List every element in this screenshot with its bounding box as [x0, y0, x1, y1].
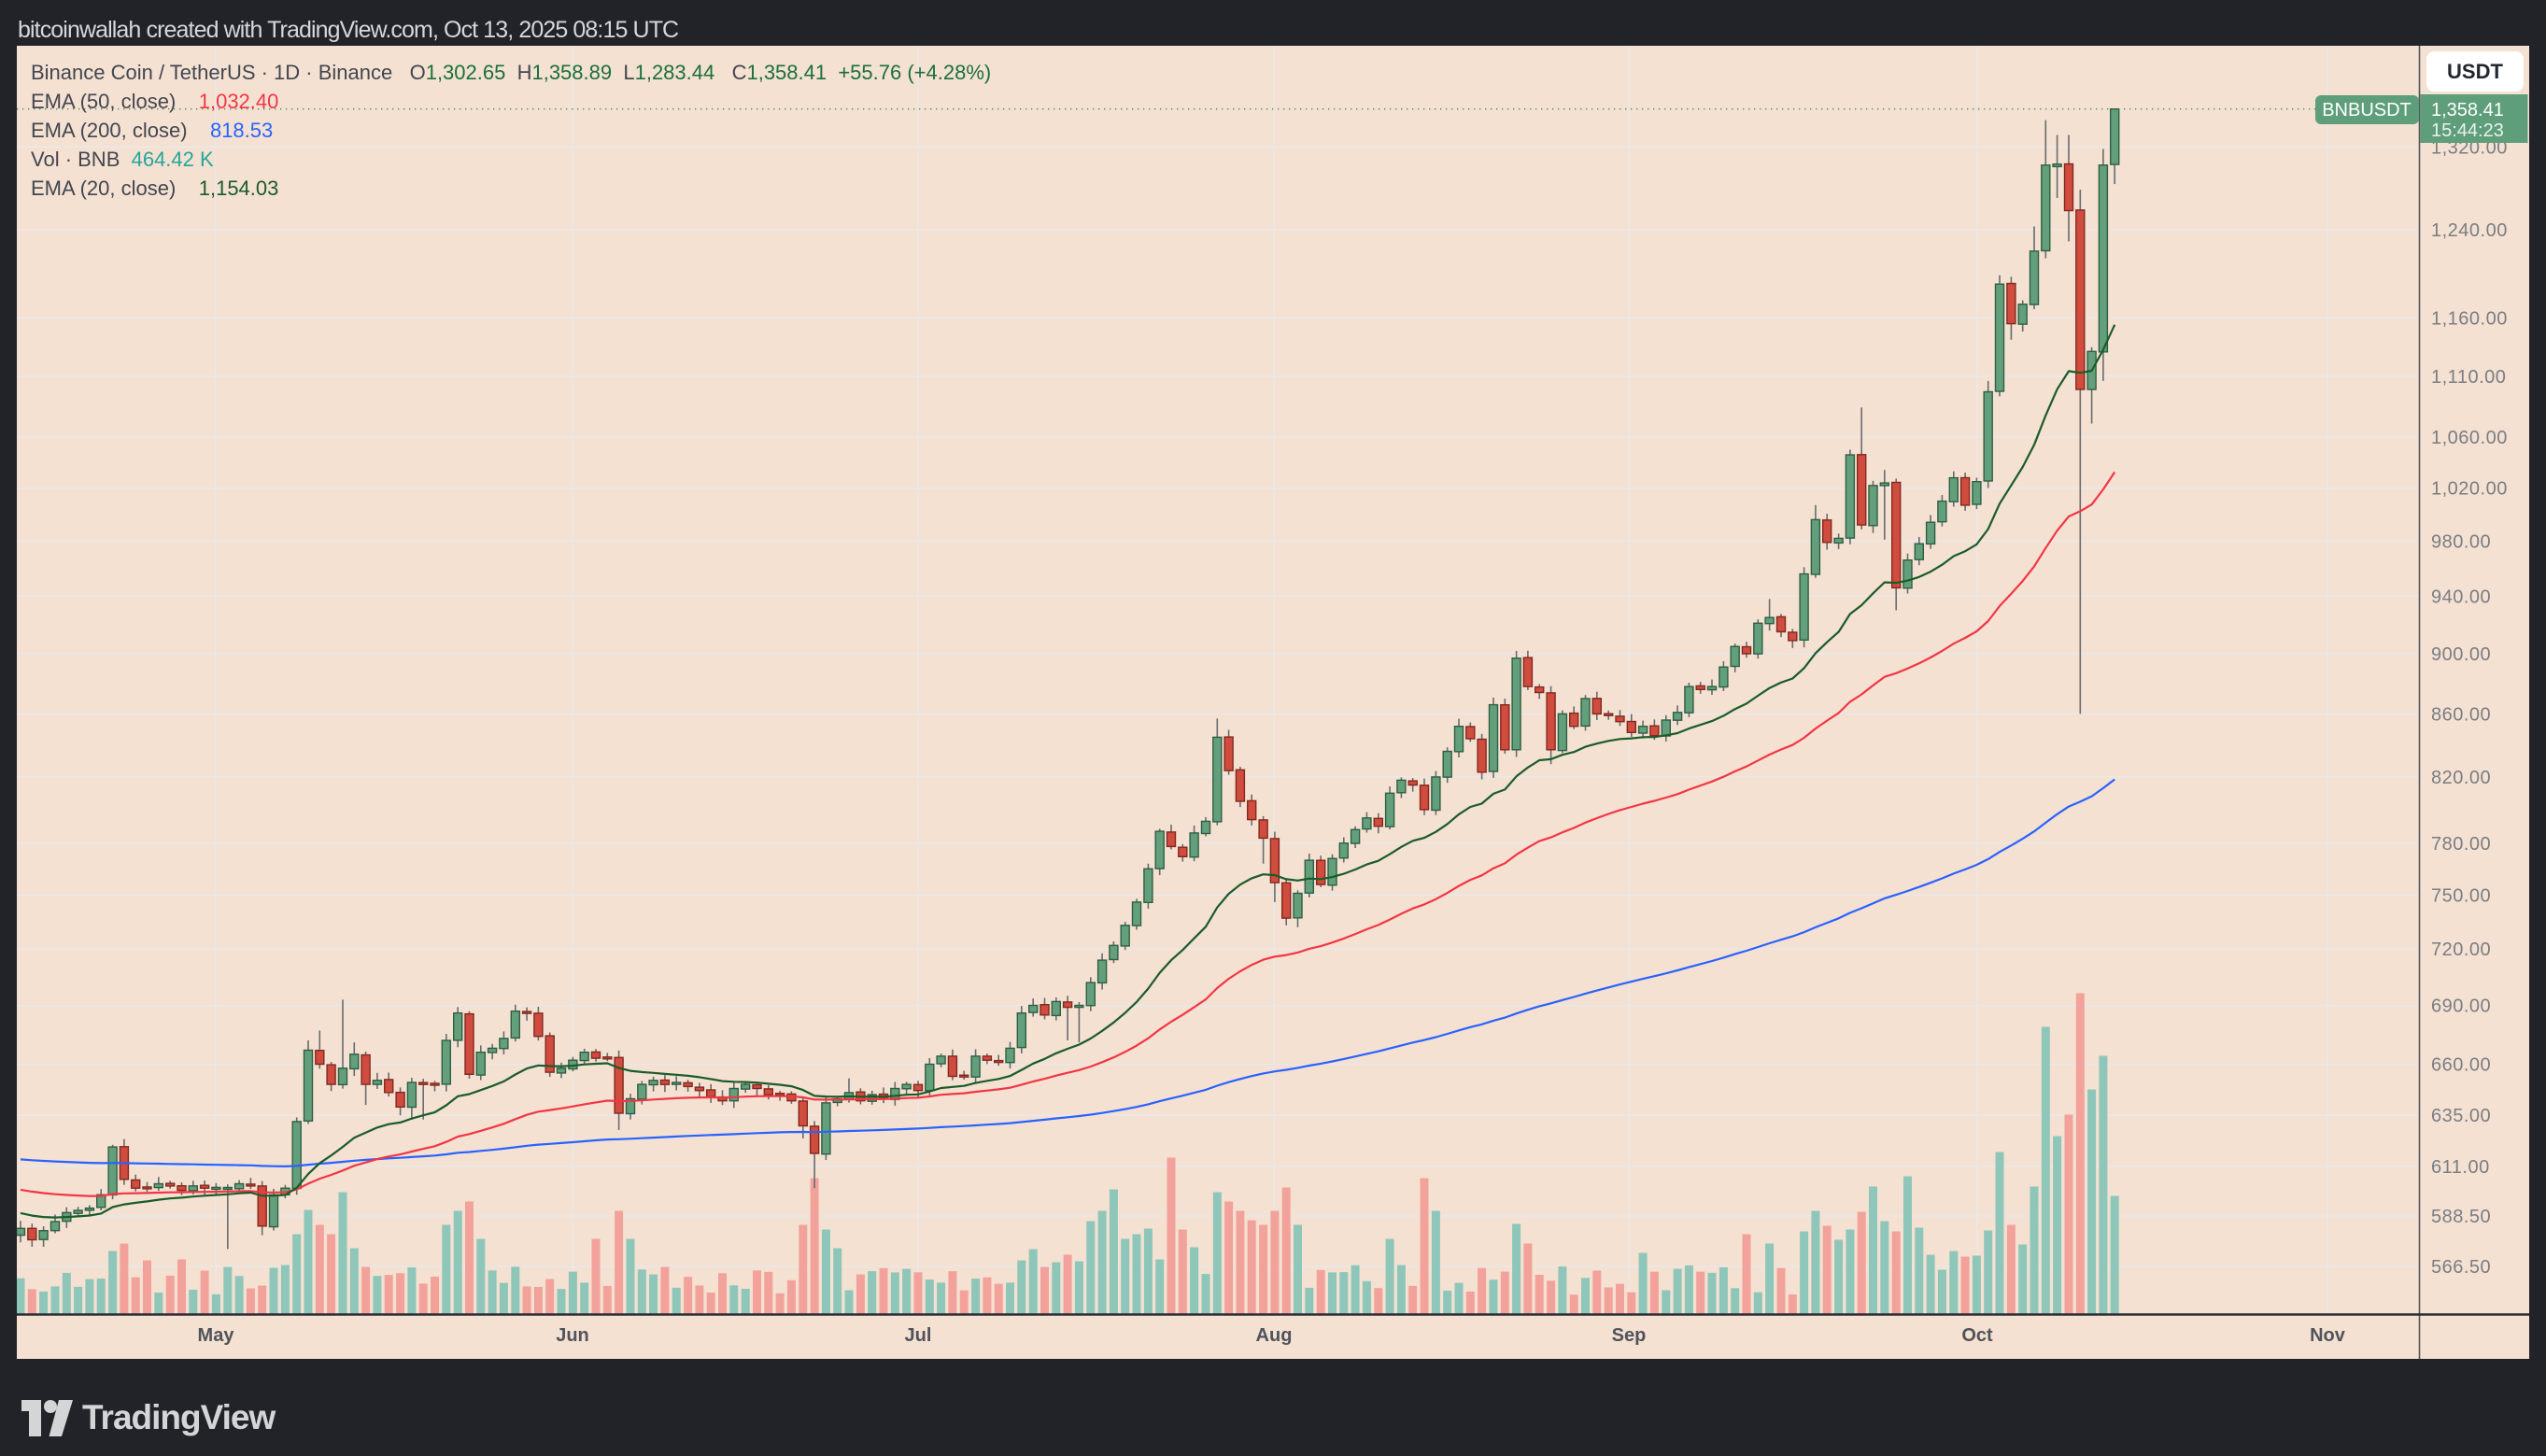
svg-text:635.00: 635.00	[2431, 1106, 2491, 1126]
svg-text:Jun: Jun	[556, 1325, 589, 1346]
svg-text:15:44:23: 15:44:23	[2431, 120, 2504, 141]
svg-text:BNBUSDT: BNBUSDT	[2322, 100, 2412, 120]
svg-text:720.00: 720.00	[2431, 940, 2491, 960]
svg-text:566.50: 566.50	[2431, 1257, 2491, 1278]
svg-text:Oct: Oct	[1961, 1325, 1993, 1346]
svg-text:611.00: 611.00	[2431, 1157, 2490, 1178]
svg-text:900.00: 900.00	[2431, 644, 2491, 665]
svg-text:660.00: 660.00	[2431, 1055, 2491, 1076]
svg-text:780.00: 780.00	[2431, 834, 2491, 855]
svg-text:820.00: 820.00	[2431, 768, 2491, 788]
svg-text:USDT: USDT	[2447, 60, 2503, 83]
svg-text:May: May	[198, 1325, 235, 1346]
svg-text:Binance Coin / TetherUS · 1D ·: Binance Coin / TetherUS · 1D · Binance O…	[31, 61, 991, 84]
svg-text:980.00: 980.00	[2431, 531, 2491, 552]
svg-text:1,060.00: 1,060.00	[2431, 428, 2508, 448]
svg-text:Aug: Aug	[1256, 1325, 1293, 1346]
svg-text:bitcoinwallah created with Tra: bitcoinwallah created with TradingView.c…	[18, 17, 679, 43]
svg-text:EMA (200, close) 818.53: EMA (200, close) 818.53	[31, 119, 273, 142]
svg-text:940.00: 940.00	[2431, 587, 2491, 607]
svg-text:1,110.00: 1,110.00	[2431, 367, 2506, 388]
svg-text:TradingView: TradingView	[82, 1398, 276, 1436]
svg-text:750.00: 750.00	[2431, 885, 2491, 906]
svg-text:690.00: 690.00	[2431, 997, 2491, 1017]
svg-text:Vol · BNB 464.42 K: Vol · BNB 464.42 K	[31, 148, 214, 171]
svg-text:Nov: Nov	[2310, 1325, 2346, 1346]
svg-text:1,020.00: 1,020.00	[2431, 479, 2508, 500]
svg-text:EMA (50, close) 1,032.40: EMA (50, close) 1,032.40	[31, 90, 278, 113]
svg-text:Jul: Jul	[905, 1325, 932, 1346]
svg-text:Sep: Sep	[1612, 1325, 1647, 1346]
svg-text:1,160.00: 1,160.00	[2431, 308, 2508, 329]
svg-text:1,358.41: 1,358.41	[2431, 100, 2504, 120]
svg-text:588.50: 588.50	[2431, 1207, 2491, 1227]
svg-text:1,240.00: 1,240.00	[2431, 220, 2508, 241]
svg-text:EMA (20, close) 1,154.03: EMA (20, close) 1,154.03	[31, 177, 278, 200]
svg-text:860.00: 860.00	[2431, 704, 2491, 725]
